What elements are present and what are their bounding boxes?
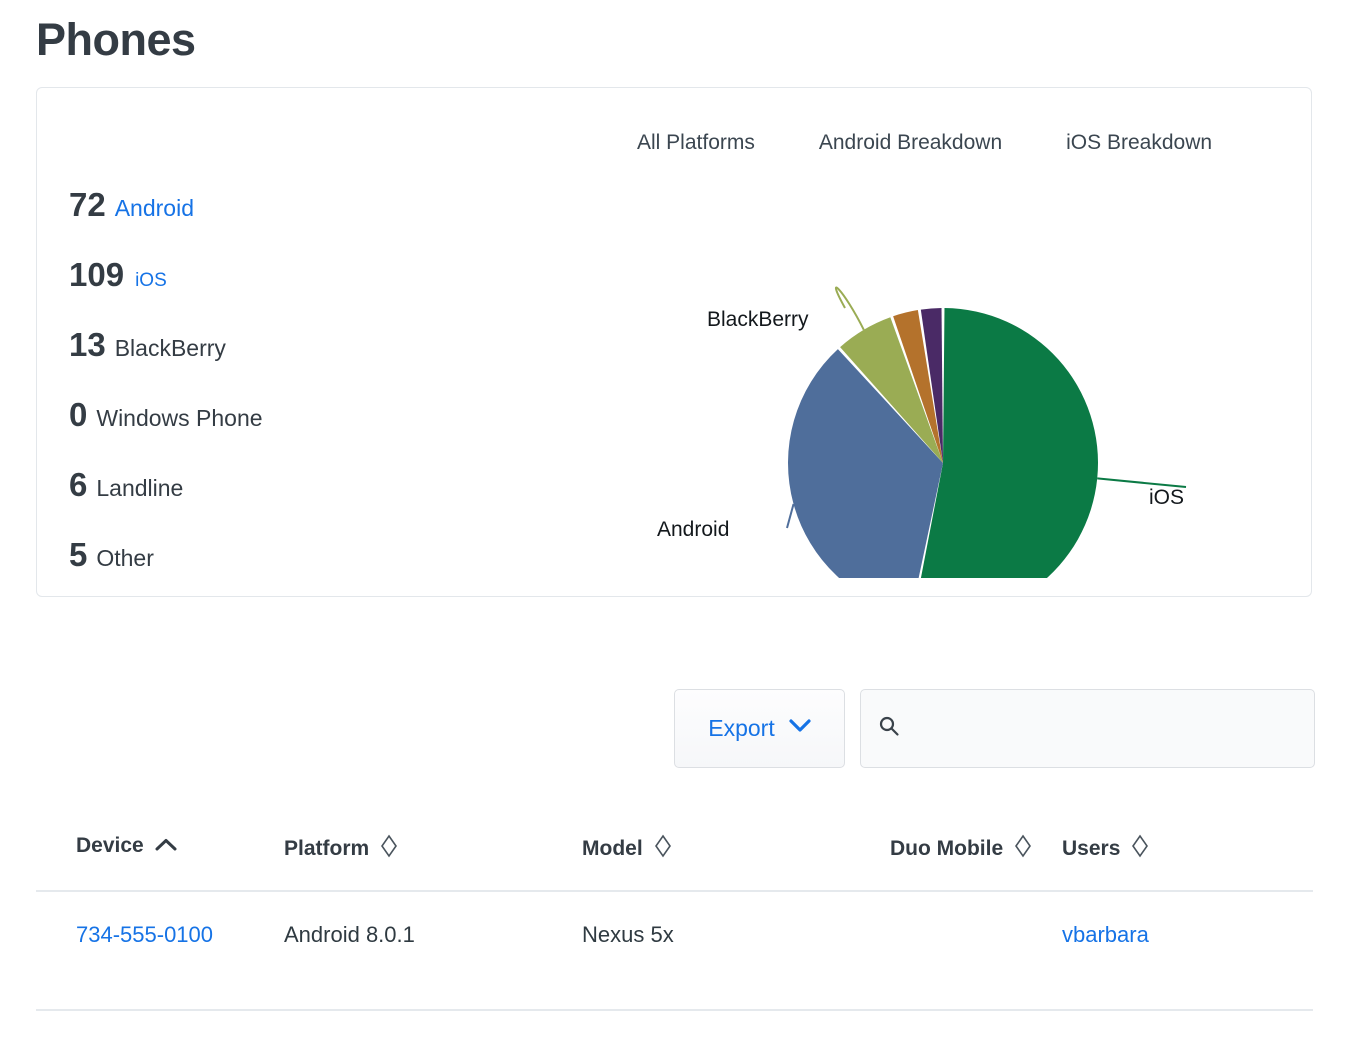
pie-slice-android [788,349,943,615]
stat-count-windows-phone: 0 [69,396,88,433]
stat-label-ios[interactable]: iOS [135,270,167,291]
pie-slice-ios [913,308,1098,618]
search-input[interactable] [912,716,1296,741]
table-header-row: Device Platform Model [36,818,1313,890]
tab-android-breakdown[interactable]: Android Breakdown [818,131,1003,154]
stat-label-blackberry: BlackBerry [114,335,226,361]
pie-slice-landline [893,310,943,463]
export-button-label: Export [708,715,775,741]
search-icon [878,715,900,742]
stat-count-landline: 6 [69,466,88,503]
sort-ascending-icon [155,834,177,858]
column-header-platform[interactable]: Platform [284,834,398,864]
page-title: Phones [36,14,196,65]
stat-row-other: 5 Other [69,538,449,608]
table-row-divider [36,1009,1313,1011]
cell-device[interactable]: 734-555-0100 [76,922,214,947]
table-row: 734-555-0100 Android 8.0.1 Nexus 5x vbar… [36,892,1313,1009]
column-header-users[interactable]: Users [1062,834,1149,864]
stat-row-windows-phone: 0 Windows Phone [69,398,449,468]
sort-unsorted-icon [1014,834,1032,864]
stat-row-ios: 109 iOS [69,258,449,328]
column-header-device[interactable]: Device [76,834,177,858]
stat-label-landline: Landline [96,475,184,501]
platform-stats-list: 72 Android 109 iOS 13 BlackBerry 0 Windo… [69,188,449,608]
pie-slice-group [788,308,1098,618]
platform-tab-bar: All Platforms Android Breakdown iOS Brea… [637,131,1327,155]
tab-ios-breakdown[interactable]: iOS Breakdown [1066,131,1213,154]
chevron-down-icon [789,719,811,738]
column-header-duo-mobile-label: Duo Mobile [890,837,1004,860]
search-box[interactable] [860,689,1315,768]
tab-all-platforms[interactable]: All Platforms [637,131,755,154]
sort-unsorted-icon [380,834,398,864]
column-header-model-label: Model [582,837,643,860]
stat-row-blackberry: 13 BlackBerry [69,328,449,398]
pie-slice-other [920,308,943,463]
stat-count-android: 72 [69,186,106,223]
pie-leader-lines [786,286,1187,529]
stat-row-landline: 6 Landline [69,468,449,538]
pie-label-android: Android [657,518,730,541]
column-header-model[interactable]: Model [582,834,672,864]
column-header-duo-mobile[interactable]: Duo Mobile [890,834,1032,864]
stat-count-other: 5 [69,536,88,573]
stat-label-windows-phone: Windows Phone [96,405,263,431]
column-header-device-label: Device [76,834,144,857]
leader-line-blackberry [835,286,865,331]
column-header-users-label: Users [1062,837,1121,860]
pie-slice-blackberry [840,317,943,463]
sort-unsorted-icon [654,834,672,864]
table-header-divider [36,890,1313,892]
pie-chart-svg [786,286,1187,618]
stat-row-android: 72 Android [69,188,449,258]
leader-line-ios [1097,477,1187,488]
phones-table: Device Platform Model [36,818,1313,1011]
phone-summary-card: All Platforms Android Breakdown iOS Brea… [36,87,1312,618]
platform-pie-chart: BlackBerry Android iOS [597,108,1297,618]
export-button[interactable]: Export [674,689,845,768]
sort-unsorted-icon [1131,834,1149,864]
stat-count-blackberry: 13 [69,326,106,363]
cell-users[interactable]: vbarbara [1062,922,1149,947]
leader-line-android [786,503,795,529]
stat-count-ios: 109 [69,256,125,293]
stat-label-other: Other [96,545,154,571]
pie-label-blackberry: BlackBerry [707,308,809,331]
column-header-platform-label: Platform [284,837,370,860]
stat-label-android[interactable]: Android [114,195,194,221]
cell-model: Nexus 5x [582,922,674,947]
cell-platform: Android 8.0.1 [284,922,415,947]
pie-label-ios: iOS [1149,486,1185,509]
